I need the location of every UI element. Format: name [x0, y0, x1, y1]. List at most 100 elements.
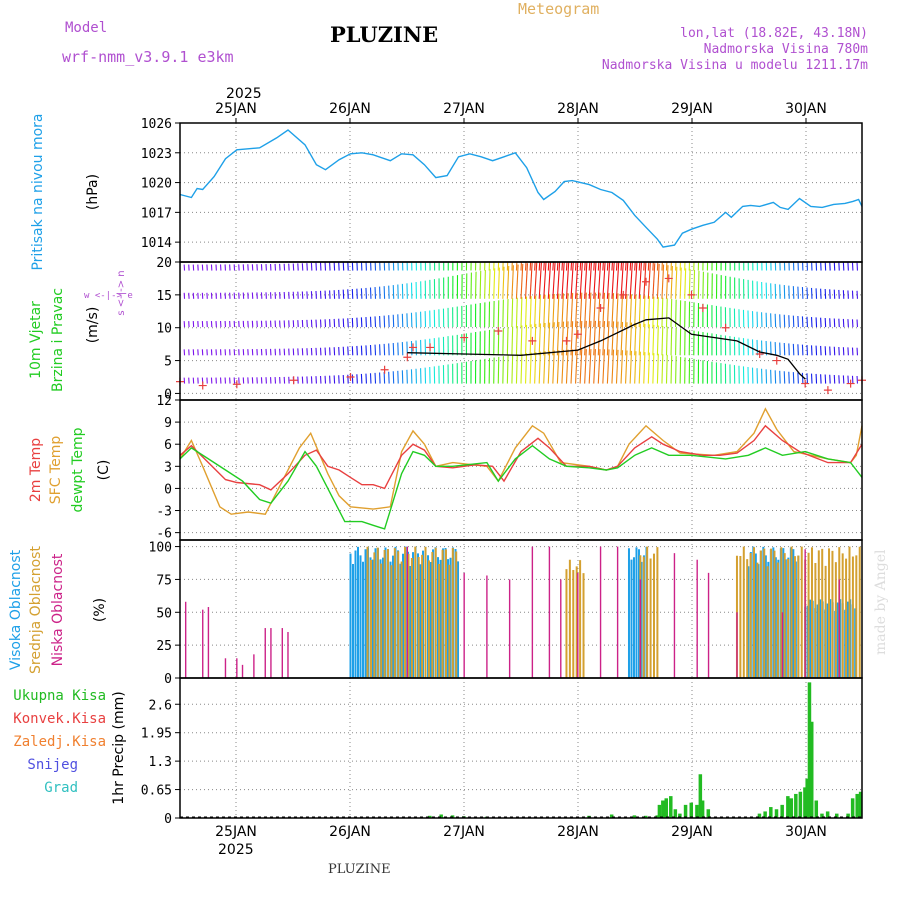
bottom-day-label: 26JAN: [329, 824, 371, 840]
wind-barb: [647, 262, 650, 271]
ytick-label-temperature: -6: [156, 527, 172, 542]
wind-compass-h: w <-|-> e: [84, 291, 133, 301]
wind-barb: [565, 262, 568, 271]
wind-barb: [584, 292, 587, 328]
dewpt-line: [179, 444, 863, 530]
wind-barb: [675, 262, 677, 271]
wind-barb: [634, 322, 637, 356]
wind-barb: [570, 292, 574, 328]
gust-marker: [664, 274, 673, 283]
wind-compass-v: s <-|-> n: [116, 270, 127, 315]
wind-barb: [661, 262, 663, 271]
wind-barb: [656, 297, 659, 328]
wind-barb: [652, 353, 655, 384]
precip-bar: [769, 807, 773, 818]
wind-barb: [506, 298, 509, 328]
wind-barbs: [180, 262, 859, 384]
wind-barb: [515, 354, 518, 384]
wind-barb: [506, 327, 509, 356]
wind-barb: [511, 265, 514, 299]
wind-barb: [702, 271, 704, 299]
wind-barb: [524, 263, 529, 299]
wind-barb: [511, 354, 514, 384]
wind-speed-line: [407, 317, 806, 380]
bottom-day-label: 27JAN: [443, 824, 485, 840]
wind-barb: [556, 262, 559, 271]
wind-barb: [547, 294, 551, 328]
wind-barb: [565, 321, 569, 356]
altitude-text: Nadmorska Visina 780m: [703, 42, 868, 57]
wind-barb: [629, 322, 633, 356]
precip-bar: [439, 814, 443, 818]
wind-barb: [593, 349, 596, 384]
gust-marker: [642, 277, 651, 286]
dewpt-title: dewpt Temp: [70, 427, 86, 512]
wind-barb: [588, 320, 592, 356]
wind-barb: [579, 292, 583, 328]
wind-barb: [552, 322, 555, 356]
pressure-title: Pritisak na nivou mora: [30, 113, 46, 270]
wind-barb: [474, 271, 477, 299]
gust-marker: [426, 343, 435, 352]
wind-barb: [524, 262, 527, 271]
wind-barb: [638, 295, 641, 328]
ytick-label-wind: 20: [156, 256, 172, 271]
wind-barb: [534, 262, 536, 271]
wind-barb: [615, 349, 619, 384]
precip-bar: [814, 800, 819, 818]
precip-title: 1hr Precip (mm): [111, 691, 127, 804]
top-day-label: 29JAN: [671, 101, 713, 117]
wind-barb: [493, 262, 495, 271]
wind-barb: [634, 262, 636, 271]
wind-barb: [584, 262, 586, 271]
ytick-label-temperature: 6: [164, 438, 172, 453]
wind-barb: [661, 326, 664, 356]
wind-barb: [693, 262, 695, 271]
wind-barb: [597, 320, 601, 356]
wind-barb: [552, 262, 554, 271]
wind-barb: [615, 262, 618, 271]
wind-barb: [506, 262, 509, 271]
precip-legend-item: Grad: [44, 780, 78, 796]
wind-barb: [579, 262, 582, 271]
wind-barb: [579, 349, 583, 384]
wind-barb: [611, 262, 614, 271]
wind-barb: [656, 353, 659, 384]
wind-barb: [543, 294, 546, 328]
ytick-label-pressure: 1014: [141, 236, 172, 251]
wind-barb: [597, 262, 600, 271]
wind-barb: [611, 349, 615, 384]
wind-barb: [629, 262, 633, 299]
wind-barb: [534, 262, 538, 299]
precip-bar: [834, 813, 839, 818]
gust-marker: [573, 330, 582, 339]
gust-marker: [232, 380, 241, 389]
wind-barb: [575, 262, 577, 271]
wind-barb: [629, 262, 632, 271]
gust-marker: [823, 386, 832, 395]
wind-barb: [488, 262, 490, 271]
wind-barb: [652, 262, 654, 271]
gust-marker: [687, 290, 696, 299]
wind-barb: [547, 262, 552, 299]
model-label: Model: [65, 20, 108, 36]
wind-barb: [565, 293, 569, 328]
temp2m-title: 2m Temp: [28, 438, 44, 502]
wind-barb: [602, 292, 606, 328]
wind-barb: [647, 352, 650, 384]
wind-barb: [629, 350, 633, 384]
wind-barb: [697, 270, 700, 299]
wind-barb: [538, 262, 542, 299]
high-cloud-title: Visoka Oblacnost: [8, 549, 24, 670]
wind-barb: [479, 270, 482, 299]
wind-barb: [524, 324, 528, 356]
wind-barb: [493, 268, 496, 299]
wind-barb: [661, 354, 664, 384]
precip-bar: [644, 815, 648, 818]
wind-barb: [502, 266, 505, 299]
ytick-label-precip: 0: [164, 812, 172, 827]
sfc-temp-line: [179, 407, 863, 515]
wind-barb: [488, 269, 491, 299]
wind-barb: [529, 324, 532, 356]
